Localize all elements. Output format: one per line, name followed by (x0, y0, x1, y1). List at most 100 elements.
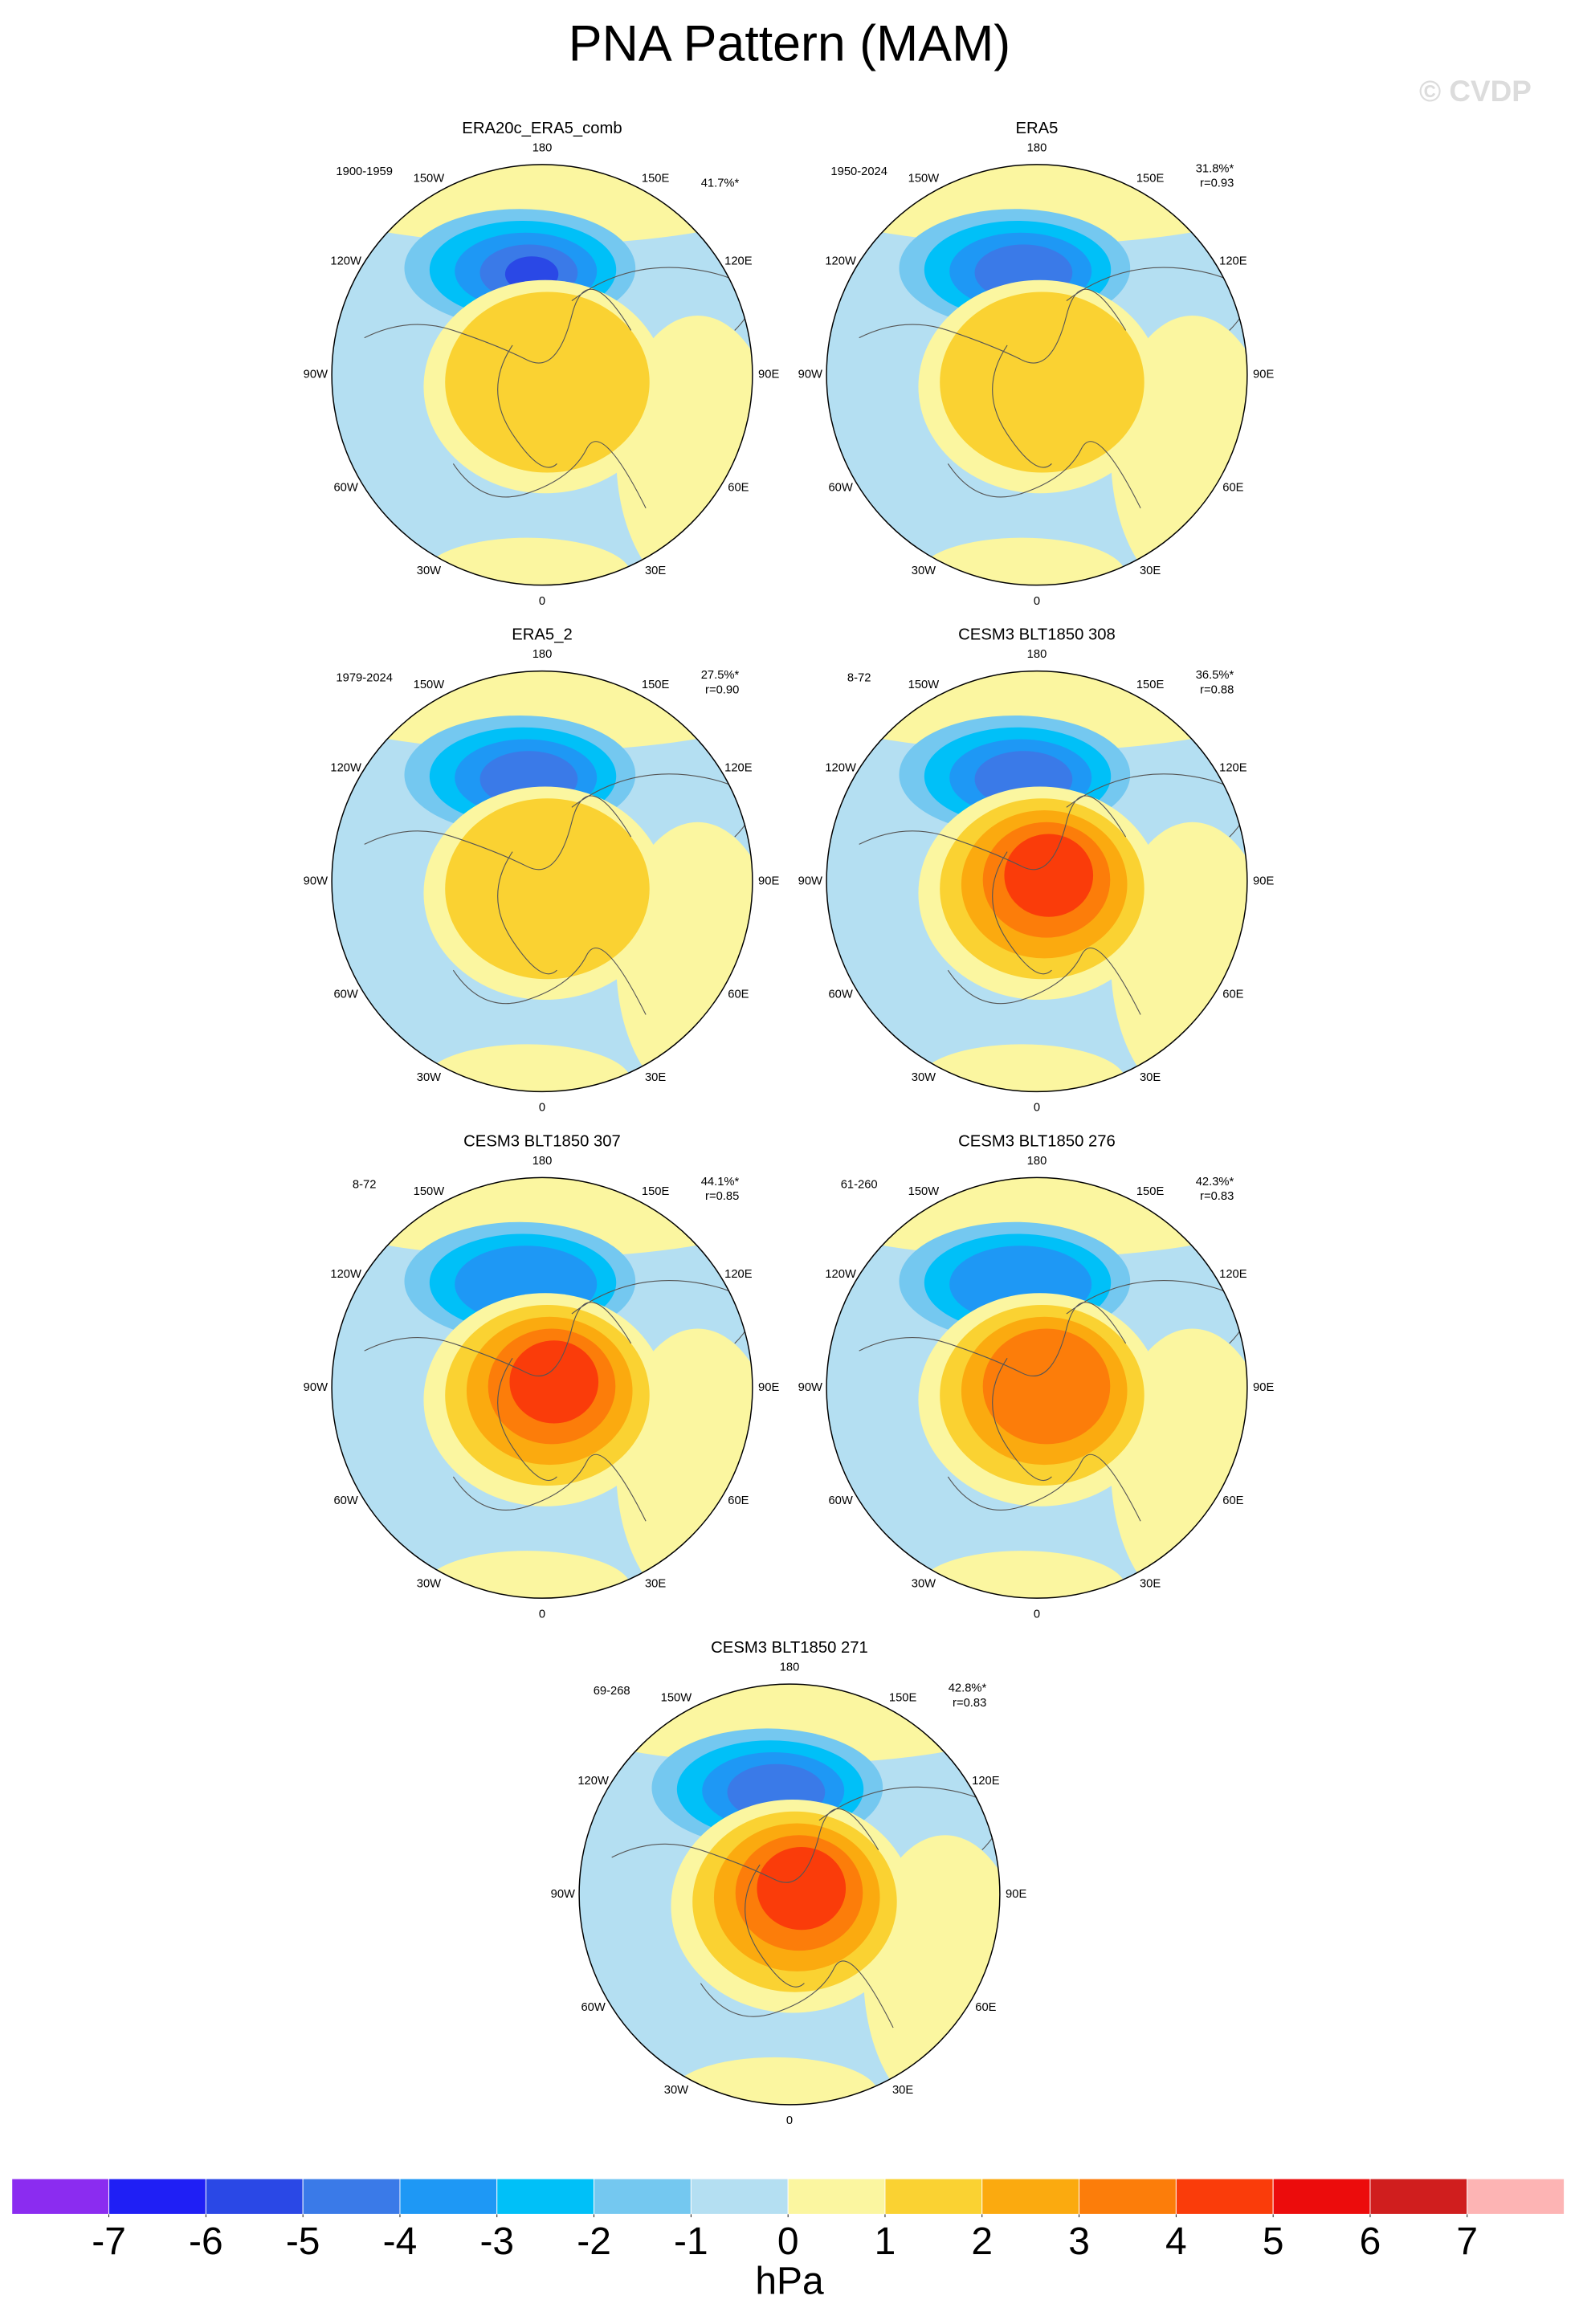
panel-percent: 42.3%* (1196, 1176, 1234, 1189)
positive-contour (982, 1328, 1111, 1445)
longitude-label: 150W (661, 1692, 692, 1705)
colorbar-box (690, 2178, 789, 2215)
longitude-label: 30E (1140, 1578, 1161, 1591)
map-border (826, 1176, 1248, 1599)
longitude-label: 90E (758, 1381, 779, 1394)
colorbar-unit: hPa (755, 2261, 824, 2303)
panel-period: 8-72 (353, 1178, 377, 1191)
longitude-label: 150W (414, 172, 445, 185)
longitude-label: 30E (1140, 565, 1161, 577)
colorbar-box (1079, 2178, 1177, 2215)
longitude-label: 120W (330, 255, 361, 268)
panel-title: ERA5_2 (512, 626, 572, 644)
positive-contour (757, 1846, 847, 1931)
longitude-label: 150E (642, 679, 670, 691)
longitude-label: 150W (908, 172, 940, 185)
longitude-label: 60W (333, 1494, 357, 1507)
coastline (859, 773, 1246, 1015)
longitude-label: 120E (972, 1775, 1000, 1788)
colorbar-label: -2 (577, 2220, 611, 2263)
longitude-label: 30W (912, 1578, 936, 1591)
longitude-label: 90W (304, 1381, 328, 1394)
map-panel: CESM3 BLT1850 271 69-268 42.8%* r=0.83 180 15… (551, 1639, 1027, 2127)
positive-region (918, 1551, 1126, 1599)
colorbar-box (205, 2178, 304, 2215)
positive-region (918, 537, 1126, 585)
colorbar-label: 1 (875, 2220, 896, 2263)
panel-title: CESM3 BLT1850 308 (958, 626, 1116, 644)
longitude-label: 150E (1136, 172, 1165, 185)
map-panel: ERA5_2 1979-2024 27.5%*r=0.90 180 150E 120E 90… (304, 626, 780, 1115)
coastline (364, 267, 752, 508)
longitude-label: 120E (1219, 255, 1247, 268)
longitude-label: 60W (333, 482, 357, 495)
positive-region (423, 537, 631, 585)
colorbar-box (1272, 2178, 1371, 2215)
figure-title: PNA Pattern (MAM) (569, 16, 1010, 72)
colorbar-box (11, 2178, 110, 2215)
longitude-label: 150W (414, 679, 445, 691)
longitude-label: 150E (1136, 679, 1165, 691)
longitude-label: 60E (728, 988, 749, 1001)
coastline (364, 1280, 752, 1522)
longitude-label: 150E (1136, 1185, 1165, 1198)
longitude-label: 30W (664, 2084, 688, 2097)
longitude-label: 30W (417, 565, 441, 577)
colorbar-label: -4 (383, 2220, 418, 2263)
positive-contour (1004, 834, 1094, 917)
longitude-label: 30W (417, 1071, 441, 1084)
longitude-label: 90W (304, 875, 328, 887)
longitude-label: 60E (1222, 988, 1243, 1001)
panel-correlation: r=0.90 (705, 683, 739, 696)
longitude-label: 120W (330, 1268, 361, 1281)
colorbar-box (1467, 2178, 1565, 2215)
longitude-label: 30E (645, 1071, 666, 1084)
colorbar-label: -5 (286, 2220, 320, 2263)
colorbar-label: 3 (1068, 2220, 1090, 2263)
colorbar-label: -1 (674, 2220, 708, 2263)
longitude-label: 0 (539, 1608, 545, 1621)
panel-percent: 27.5%* (701, 669, 740, 682)
longitude-label: 30E (645, 565, 666, 577)
panel-correlation: r=0.83 (953, 1697, 986, 1710)
longitude-label: 90W (798, 875, 822, 887)
watermark: © CVDP (1419, 75, 1532, 108)
panel-period: 8-72 (847, 672, 871, 685)
colorbar-label: 4 (1165, 2220, 1187, 2263)
panel-percent: 44.1%* (701, 1176, 740, 1189)
colorbar-label: 0 (777, 2220, 799, 2263)
longitude-label: 180 (532, 1155, 553, 1168)
map-border (578, 1683, 1001, 2106)
longitude-label: 120E (724, 1268, 753, 1281)
longitude-label: 120W (825, 255, 856, 268)
longitude-label: 180 (1027, 648, 1047, 661)
longitude-label: 30E (645, 1578, 666, 1591)
longitude-label: 60W (333, 988, 357, 1001)
colorbar-label: -3 (479, 2220, 514, 2263)
longitude-label: 150W (414, 1185, 445, 1198)
longitude-label: 180 (780, 1661, 800, 1674)
panel-title: ERA20c_ERA5_comb (462, 120, 622, 137)
longitude-label: 180 (1027, 141, 1047, 154)
map-border (826, 670, 1248, 1093)
map-border (331, 1176, 753, 1599)
colorbar-box (981, 2178, 1080, 2215)
colorbar-label: -6 (189, 2220, 223, 2263)
longitude-label: 90E (758, 369, 779, 381)
longitude-label: 0 (1034, 1102, 1040, 1115)
panel-period: 69-268 (594, 1685, 630, 1698)
map-panel: ERA20c_ERA5_comb 1900-1959 41.7%* 180 150E 12… (304, 120, 780, 608)
panel-correlation: r=0.93 (1200, 177, 1234, 190)
longitude-label: 120E (1219, 1268, 1247, 1281)
longitude-label: 60E (728, 482, 749, 495)
colorbar-box (884, 2178, 983, 2215)
longitude-label: 120W (577, 1775, 609, 1788)
longitude-label: 150E (642, 1185, 670, 1198)
map-border (826, 164, 1248, 586)
longitude-label: 120E (1219, 761, 1247, 774)
longitude-label: 60E (975, 2001, 996, 2014)
longitude-label: 60E (1222, 482, 1243, 495)
panel-percent: 31.8%* (1196, 162, 1234, 175)
longitude-label: 180 (532, 141, 553, 154)
longitude-label: 90W (798, 369, 822, 381)
